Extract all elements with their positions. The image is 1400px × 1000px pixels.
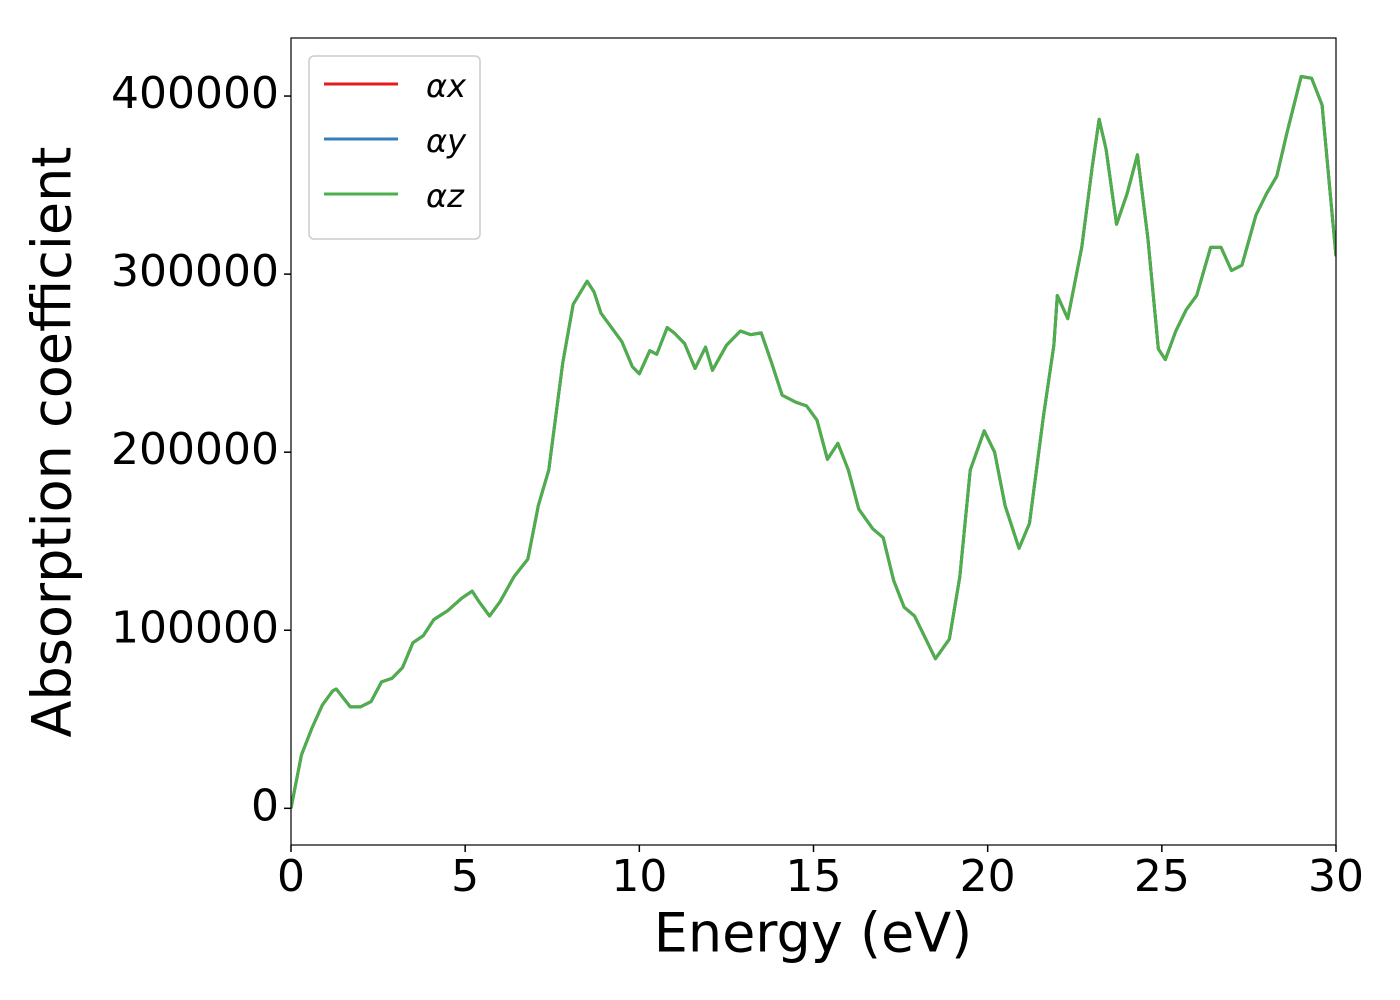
y-tick-label: 100000: [111, 602, 279, 653]
y-tick-label: 200000: [111, 424, 279, 475]
data-line: [291, 74, 1336, 809]
x-tick-label: 15: [786, 851, 842, 902]
x-tick-label: 20: [960, 851, 1016, 902]
x-axis-label: Energy (eV): [654, 902, 973, 965]
x-tick-label: 25: [1134, 851, 1190, 902]
x-tick-label: 30: [1308, 851, 1364, 902]
y-axis-label: Absorption coefficient: [21, 147, 84, 738]
x-tick-label: 10: [611, 851, 667, 902]
x-tick-label: 0: [277, 851, 305, 902]
plot-frame: [290, 37, 1337, 846]
legend-label: αx: [426, 67, 467, 105]
legend-label: αz: [426, 177, 465, 215]
y-tick-label: 0: [251, 780, 279, 831]
y-tick-label: 400000: [111, 68, 279, 119]
x-tick-label: 5: [451, 851, 479, 902]
y-tick-label: 300000: [111, 246, 279, 297]
legend-label: αy: [426, 122, 467, 160]
